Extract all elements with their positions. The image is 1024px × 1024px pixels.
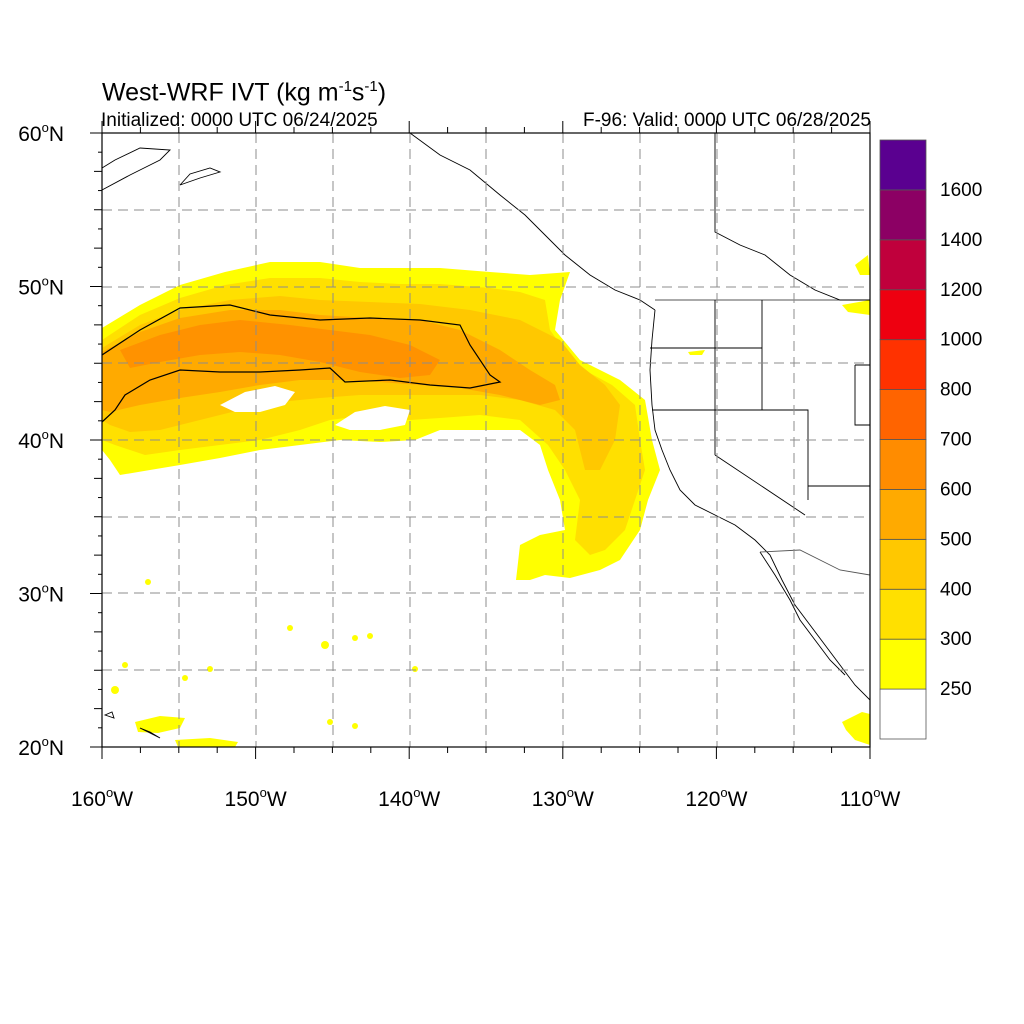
colorbar-label: 700 [940, 430, 972, 451]
hawaii-islands [103, 711, 161, 739]
border-us-mexico [759, 549, 870, 576]
coastline-west-coast [649, 309, 870, 701]
initialized-label: Initialized: 0000 UTC 06/24/2025 [101, 110, 378, 131]
colorbar-label: 1600 [940, 180, 982, 201]
coastline-alaska-panhandle [409, 133, 656, 311]
colorbar-swatch [879, 638, 927, 690]
colorbar-label: 800 [940, 380, 972, 401]
ivt-shading [102, 255, 870, 747]
map-title: West-WRF IVT (kg m-1s-1) [102, 72, 386, 107]
title-exponent-1: -1 [338, 78, 352, 95]
gridlines [102, 133, 870, 747]
colorbar-label: 300 [940, 629, 972, 650]
colorbar-label: 600 [940, 479, 972, 500]
ivt-contour-lines [102, 304, 502, 423]
colorbar-swatch [879, 538, 927, 590]
title-text-mid: s [351, 78, 365, 107]
colorbar-label: 400 [940, 579, 972, 600]
colorbar-swatch [879, 139, 927, 191]
colorbar-swatch [879, 189, 927, 241]
geographic-outlines [102, 133, 870, 739]
colorbar-label: 1400 [940, 230, 982, 251]
ivt-contour-line-core [102, 304, 502, 423]
lon-tick-label: 110oW [840, 785, 901, 811]
border-canada-alaska [714, 133, 870, 301]
lon-tick-label: 140oW [378, 785, 440, 811]
lat-tick-label: 40oN [18, 427, 64, 453]
lon-tick-label: 130oW [532, 785, 594, 811]
ivt-low-region-b [335, 406, 410, 430]
lon-tick-label: 120oW [685, 785, 747, 811]
title-text-main: West-WRF IVT (kg m [102, 78, 339, 107]
colorbar-swatch [879, 389, 927, 440]
lat-tick-label: 50oN [18, 274, 64, 300]
lat-tick-label: 20oN [18, 734, 64, 760]
title-text-end: ) [377, 78, 387, 107]
ivt-scattered-patches [111, 255, 870, 747]
tick-marks [90, 121, 871, 759]
lon-tick-label: 150oW [225, 785, 287, 811]
colorbar-label: 250 [940, 679, 972, 700]
colorbar-swatch [879, 239, 927, 291]
colorbar-label: 500 [940, 529, 972, 550]
colorbar-label: 1200 [940, 280, 982, 301]
colorbar-swatch [879, 289, 927, 341]
title-exponent-2: -1 [364, 78, 378, 95]
longitude-labels: 160oW 150oW 140oW 130oW 120oW 110oW [71, 785, 901, 811]
colorbar-swatch [879, 588, 927, 640]
valid-time-label: F-96: Valid: 0000 UTC 06/28/2025 [583, 110, 871, 131]
colorbar-label: 1000 [940, 330, 982, 351]
coastline-alaska [102, 147, 172, 191]
lat-tick-label: 60oN [18, 120, 64, 146]
colorbar-swatch [879, 489, 927, 540]
islands-gulf-alaska [179, 167, 222, 186]
border-state-lines [650, 300, 870, 516]
ivt-low-region-a [220, 386, 295, 412]
colorbar: 250 300 400 500 600 700 800 1000 1200 1400 1600 [879, 139, 982, 740]
colorbar-swatch [879, 439, 927, 490]
colorbar-swatch [879, 688, 927, 740]
lat-tick-label: 30oN [18, 581, 64, 607]
lon-tick-label: 160oW [71, 785, 133, 811]
colorbar-swatch [879, 339, 927, 390]
latitude-labels: 60oN 50oN 40oN 30oN 20oN [18, 120, 64, 760]
title-block: West-WRF IVT (kg m-1s-1) Initialized: 00… [0, 0, 1024, 135]
coastline-baja [759, 551, 846, 676]
